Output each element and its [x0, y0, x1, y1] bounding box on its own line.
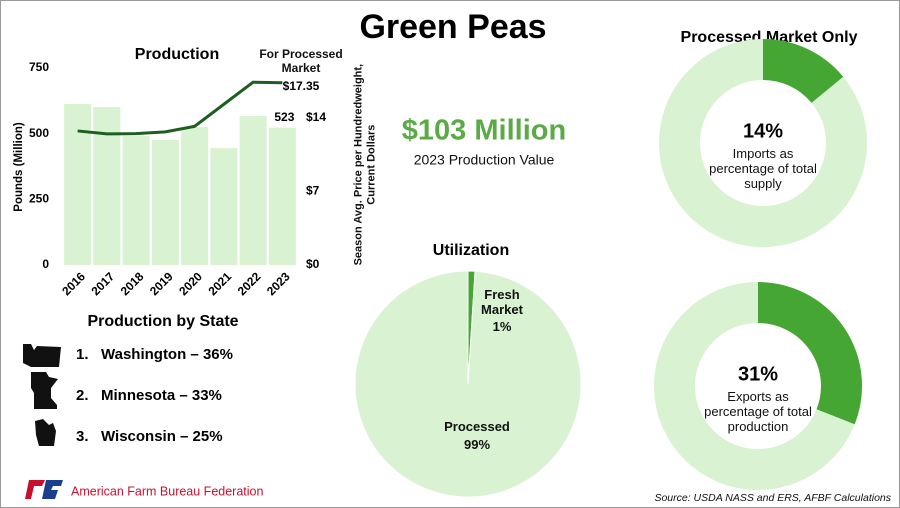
y-axis-label: Pounds (Million) — [13, 122, 25, 212]
logo-text: American Farm Bureau Federation — [71, 484, 263, 498]
y2-tick-label: $0 — [306, 257, 320, 271]
donut-arc — [757, 282, 862, 425]
bar — [210, 148, 238, 265]
slice-value-label: 1% — [492, 319, 512, 334]
x-tick-label: 2022 — [235, 269, 264, 298]
state-name: Wisconsin – 25% — [101, 428, 223, 445]
minnesota-icon — [31, 372, 58, 409]
price-line — [77, 80, 283, 136]
headline-label: 2023 Production Value — [414, 152, 555, 168]
wisconsin-icon — [35, 419, 56, 446]
bar — [239, 116, 267, 266]
source: Source: USDA NASS and ERS, AFBF Calculat… — [654, 492, 891, 504]
bar — [122, 136, 150, 265]
y-tick-label: 750 — [29, 60, 49, 74]
line-legend: For Processed Market — [259, 47, 343, 75]
bar — [93, 107, 121, 266]
slice-label: Processed — [444, 419, 510, 434]
chart-title: Utilization — [433, 242, 509, 259]
x-tick-label: 2023 — [264, 269, 293, 298]
y-tick-label: 500 — [29, 126, 49, 140]
chart-title: Production — [135, 46, 219, 63]
line-value-label: $17.35 — [283, 79, 320, 93]
bar — [64, 103, 92, 265]
y-tick-label: 0 — [42, 257, 49, 271]
washington-icon — [23, 344, 61, 367]
x-tick-label: 2021 — [205, 269, 234, 298]
x-tick-label: 2018 — [118, 269, 147, 298]
bar — [151, 139, 179, 265]
y-tick-label: 250 — [29, 192, 49, 206]
y2-tick-label: $14 — [306, 110, 326, 124]
y2-axis-label: Season Avg. Price per Hundredweight, Cur… — [352, 63, 377, 266]
donut-label: Exports as percentage of total productio… — [704, 389, 812, 434]
states-title: Production by State — [87, 313, 238, 330]
state-rank: 3. — [76, 428, 89, 445]
page-title: Green Peas — [359, 8, 546, 46]
donut-label: Imports as percentage of total supply — [709, 146, 817, 191]
slice-value-label: 99% — [463, 437, 491, 452]
bar-value-label: 523 — [274, 110, 294, 124]
chart-title: Processed Market Only — [681, 29, 858, 46]
x-tick-label: 2020 — [176, 269, 205, 298]
headline-value: $103 Million — [402, 115, 566, 147]
state-name: Minnesota – 33% — [101, 387, 222, 404]
state-rank: 1. — [76, 346, 89, 363]
slice-label: Fresh Market — [481, 287, 523, 317]
state-name: Washington – 36% — [101, 346, 233, 363]
bar — [181, 127, 209, 265]
donut-value-label: 14% — [743, 120, 783, 142]
state-rank: 2. — [76, 387, 89, 404]
y2-tick-label: $7 — [306, 184, 320, 198]
donut-arc — [762, 39, 844, 104]
donut-value-label: 31% — [738, 363, 778, 385]
logo-mark-blue — [42, 480, 63, 499]
logo-mark-red — [25, 480, 45, 499]
x-tick-label: 2017 — [88, 269, 117, 298]
pie-slice — [354, 270, 582, 498]
x-tick-label: 2019 — [147, 269, 176, 298]
x-tick-label: 2016 — [59, 269, 88, 298]
bar — [268, 127, 296, 265]
